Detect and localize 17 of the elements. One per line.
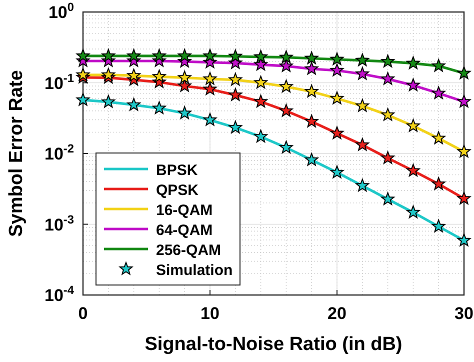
legend-label: BPSK [156, 162, 198, 179]
y-tick-label: 10$^{-1}$ [44, 70, 74, 93]
y-tick-label: 10$^{0}$ [48, 0, 74, 22]
x-tick-label: 20 [328, 304, 346, 323]
y-tick-label: 10$^{-3}$ [44, 212, 74, 234]
x-tick-label: 10 [200, 304, 220, 323]
x-tick-label: 0 [78, 304, 88, 323]
legend-label: 256-QAM [156, 242, 222, 259]
legend-label: Simulation [156, 262, 233, 279]
y-tick-label: 10$^{-2}$ [44, 142, 74, 164]
y-axis-title: Symbol Error Rate [6, 70, 27, 237]
x-tick-label: 30 [454, 304, 474, 323]
legend-label: QPSK [156, 182, 199, 199]
x-axis-title: Signal-to-Noise Ratio (in dB) [144, 334, 402, 355]
legend-label: 16-QAM [156, 202, 213, 219]
legend-label: 64-QAM [156, 222, 213, 239]
y-tick-label: 10$^{-4}$ [44, 283, 74, 305]
